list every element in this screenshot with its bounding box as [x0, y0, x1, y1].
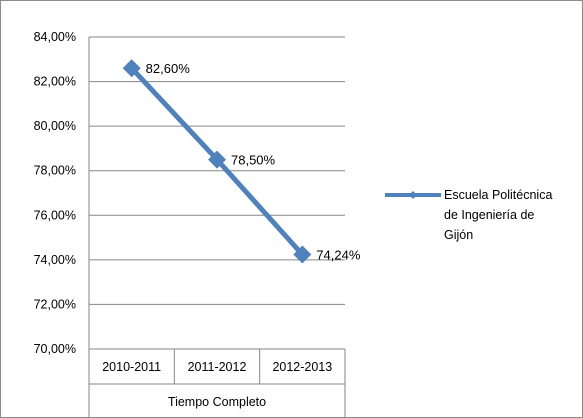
legend: Escuela Politécnica de Ingeniería de Gijón — [385, 188, 552, 242]
y-tick-label: 80,00% — [34, 119, 76, 133]
legend-diamond-marker — [409, 191, 417, 199]
legend-label-line: de Ingeniería de — [444, 208, 534, 222]
data-label: 82,60% — [146, 61, 191, 76]
legend-series-label: Escuela Politécnica de Ingeniería de Gijón — [444, 188, 552, 242]
x-axis-title: Tiempo Completo — [168, 395, 266, 409]
x-category-label: 2011-2012 — [188, 360, 247, 374]
data-labels: 82,60% 78,50% 74,24% — [146, 61, 361, 262]
axes — [88, 37, 346, 418]
data-label: 74,24% — [316, 248, 361, 263]
y-tick-label: 70,00% — [34, 342, 76, 356]
y-tick-label: 84,00% — [34, 30, 76, 44]
gridlines — [89, 36, 345, 305]
data-point-marker — [208, 150, 226, 169]
data-label: 78,50% — [231, 153, 276, 168]
y-axis-tick-labels: 70,00% 72,00% 74,00% 76,00% 78,00% 80,00% 82,0… — [34, 30, 76, 356]
y-tick-label: 72,00% — [34, 297, 76, 311]
data-point-markers — [122, 59, 312, 264]
y-tick-label: 78,00% — [34, 164, 76, 178]
x-category-label: 2012-2013 — [272, 360, 332, 374]
x-category-label: 2010-2011 — [102, 360, 161, 374]
data-point-marker — [293, 245, 312, 264]
y-tick-label: 74,00% — [34, 253, 76, 267]
legend-label-line: Escuela Politécnica — [444, 188, 552, 202]
x-axis-category-labels: 2010-2011 2011-2012 2012-2013 — [102, 360, 332, 374]
legend-label-line: Gijón — [444, 228, 473, 242]
y-tick-label: 76,00% — [34, 208, 76, 222]
data-point-marker — [122, 59, 141, 78]
y-tick-label: 82,00% — [34, 75, 76, 89]
